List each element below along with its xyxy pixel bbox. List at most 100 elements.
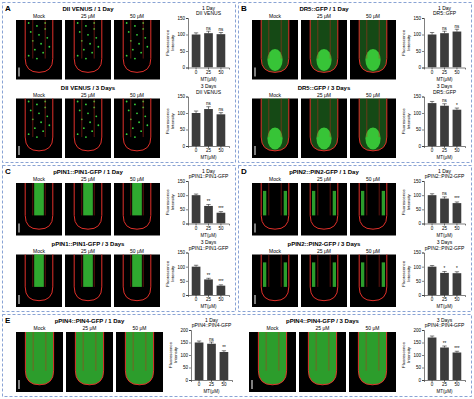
x-tick: 50 [454, 146, 460, 153]
y-tick-label: 0 [182, 144, 185, 149]
bar-chart: 1 DayDII VENUS05010015002550MT(μM)Fluore… [165, 5, 230, 82]
error-bar [194, 111, 198, 113]
panel-letter: B [241, 4, 247, 13]
x-tick: 50 [454, 68, 460, 75]
micrograph-background [114, 20, 160, 80]
y-axis-title: FluorescenceIntensity [401, 260, 411, 286]
scale-bar [19, 224, 20, 233]
root-outline [359, 255, 387, 301]
micrograph [65, 255, 111, 308]
fluorescence [138, 43, 140, 45]
cell-file [94, 20, 95, 59]
plot-marks [428, 194, 462, 224]
y-axis-title: FluorescenceIntensity [165, 260, 175, 286]
micrograph [65, 183, 111, 236]
y-tick-mark [422, 209, 424, 210]
micrograph-background [16, 255, 62, 308]
error-bar [455, 29, 459, 31]
micrograph-background [350, 20, 396, 80]
y-axis: 050100150 [413, 94, 424, 149]
y-tick-mark [422, 68, 424, 69]
column-label: 50 μM [130, 13, 144, 19]
fluorescence [48, 46, 50, 48]
fluorescence [134, 136, 136, 138]
y-tick: 50 [416, 365, 424, 370]
micrograph-background [116, 332, 163, 392]
fluorescence [146, 124, 148, 126]
panel-letter: A [5, 4, 11, 13]
y-axis-line [186, 182, 189, 225]
fluorescence [89, 121, 91, 123]
x-tick-label: 0 [431, 226, 434, 231]
y-tick-label: 150 [177, 179, 185, 184]
fluorescence [310, 20, 338, 72]
column-label: Mock [267, 325, 279, 331]
plot-marks [192, 265, 226, 295]
error-bar [430, 101, 434, 103]
fluorescence [34, 49, 36, 51]
fluorescence [97, 46, 99, 48]
y-tick-label: 0 [418, 65, 421, 70]
micrograph [301, 20, 347, 80]
y-tick-label: 150 [413, 179, 421, 184]
y-tick: 150 [413, 179, 424, 184]
cell-file [317, 183, 318, 215]
error-bar [430, 194, 434, 195]
fluorescence [91, 52, 93, 54]
y-tick-mark [422, 97, 424, 98]
fluorescence [87, 112, 89, 114]
error-bar [206, 205, 210, 206]
y-tick-mark [186, 224, 188, 225]
root-outline [25, 20, 53, 72]
cell-file [379, 255, 380, 287]
bar [440, 273, 449, 295]
x-axis: 02550 [425, 295, 466, 302]
fluorescence [85, 136, 87, 138]
error-bar-cap [194, 111, 198, 112]
x-axis-title: MT(μM) [437, 304, 453, 309]
y-tick-mark [422, 51, 424, 52]
y-tick-label: 50 [416, 127, 422, 132]
fluorescence [138, 121, 140, 123]
micrograph-background [299, 332, 346, 392]
plot-marks [192, 194, 226, 223]
panel: DpPIN2::PIN2-GFP / 1 DayMock25 μM50 μM1 … [239, 166, 472, 312]
significance-label: * [456, 266, 458, 271]
root-outline [74, 183, 102, 229]
root-outline [74, 99, 102, 151]
y-tick-label: 0 [185, 378, 188, 383]
fluorescence [312, 262, 315, 287]
plot-marks [195, 341, 229, 380]
fluorescence [312, 191, 315, 216]
y-tick: 150 [180, 340, 191, 345]
y-tick-label: 150 [413, 250, 421, 255]
significance-label: ns [206, 101, 212, 106]
cell-file [45, 332, 46, 371]
bar-chart: 3 DaysDR5::GFP05010015002550MT(μM)Fluore… [401, 83, 466, 160]
error-bar [219, 113, 223, 115]
bar [440, 33, 449, 67]
significance-label: ** [222, 345, 226, 350]
error-bar-stem [196, 111, 197, 113]
root-outline [310, 255, 338, 301]
significance-label: ns [219, 107, 225, 112]
column-label: 25 μM [317, 176, 331, 182]
fluorescence [128, 31, 130, 33]
fluorescence [30, 109, 32, 111]
y-tick-mark [186, 68, 188, 69]
error-bar-stem [208, 31, 209, 33]
significance-label: ns [455, 24, 461, 29]
fluorescence [48, 124, 50, 126]
root-outline [359, 99, 387, 151]
cell-file [94, 99, 95, 138]
column-label: 25 μM [81, 92, 95, 98]
y-tick: 0 [182, 65, 188, 70]
micrograph-background [252, 99, 298, 159]
bar [195, 343, 204, 381]
fluorescence [316, 49, 331, 71]
cell-file [268, 99, 269, 138]
y-axis: 050100150 [177, 250, 188, 298]
y-tick-label: 50 [180, 127, 186, 132]
chart-subtitle: pPIN2::PIN2-GFP [425, 173, 465, 179]
micrograph-background [66, 332, 113, 392]
